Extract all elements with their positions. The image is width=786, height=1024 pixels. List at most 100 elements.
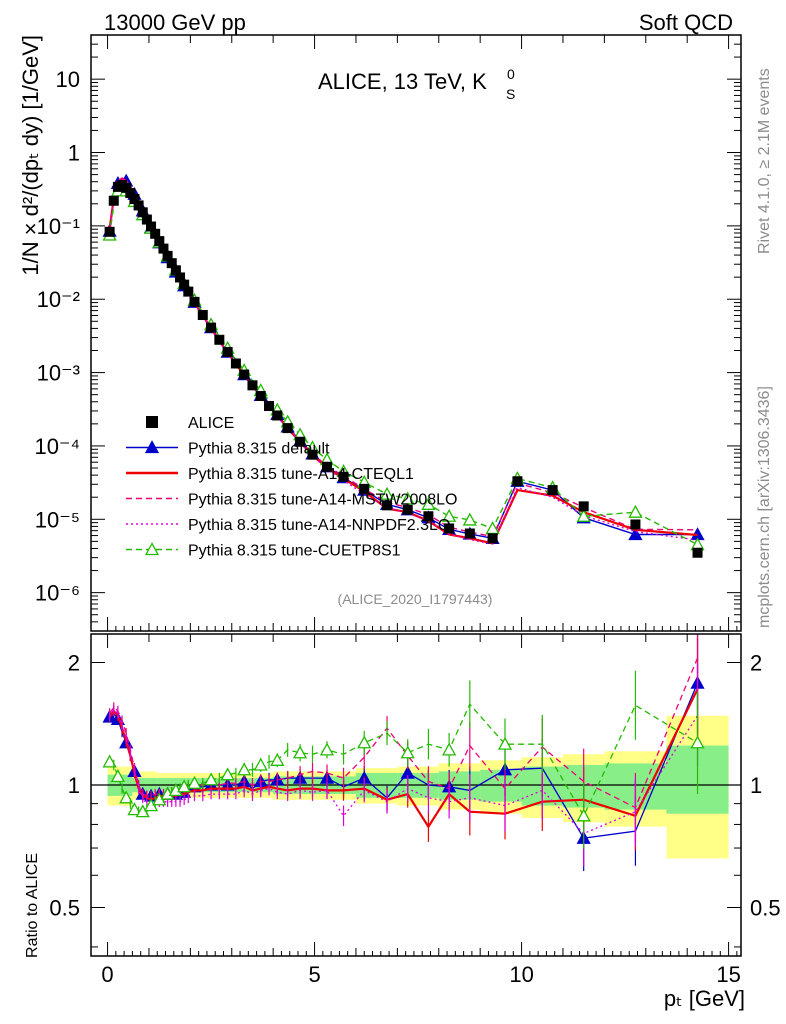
ratio-series-pythia-8-315-tune-a14-nnpdf2-3lo (109, 664, 699, 867)
main-line (108, 177, 698, 545)
ratio-marker (187, 775, 202, 789)
ratio-marker (203, 772, 219, 786)
ratio-series (102, 634, 705, 872)
y-tick-label: 10 (56, 67, 80, 92)
y-label-main: 1/N × d²/(dpₜ dy) [1/GeV] (18, 35, 43, 276)
mcplots-label: mcplots.cern.ch [arXiv:1306.3436] (756, 386, 773, 628)
ratio-marker (110, 769, 126, 783)
alice-point (108, 195, 119, 206)
alice-point (197, 309, 208, 320)
alice-point (547, 485, 558, 496)
ratio-y-tick-label-right: 1 (750, 773, 762, 798)
alice-point (692, 547, 703, 558)
legend-item: ALICE (146, 415, 234, 432)
main-marker (421, 496, 436, 510)
legend-label: Pythia 8.315 default (188, 441, 330, 458)
alice-point (179, 279, 190, 290)
legend-square (146, 416, 158, 428)
ratio-y-tick-label: 1 (68, 773, 80, 798)
ratio-marker (102, 754, 117, 768)
main-marker (442, 508, 457, 522)
alice-point (162, 250, 173, 261)
alice-point (307, 449, 318, 460)
main-marker (400, 491, 415, 505)
x-tick-label: 15 (716, 962, 740, 987)
main-series-pythia-8-315-tune-a14-cteql1 (108, 177, 698, 545)
ratio-y-tick-label: 0.5 (49, 895, 80, 920)
main-series-pythia-8-315-tune-a14-nnpdf2-3lo (108, 177, 698, 545)
alice-point (295, 436, 306, 447)
ratio-y-tick-label-right: 0.5 (750, 895, 781, 920)
alice-point (214, 334, 225, 345)
alice-point (146, 221, 157, 232)
x-tick-label: 10 (509, 962, 533, 987)
ratio-marker (253, 757, 268, 771)
alice-point (125, 188, 136, 199)
legend-item: Pythia 8.315 default (126, 440, 330, 458)
alice-point (282, 423, 293, 434)
alice-point (264, 401, 275, 412)
main-marker (462, 512, 477, 526)
ratio-y-tick-label-right: 2 (750, 651, 762, 676)
ratio-y-tick-label: 2 (68, 651, 80, 676)
ratio-marker (237, 762, 252, 776)
alice-point (255, 390, 266, 401)
ratio-marker (119, 790, 134, 804)
alice-point (137, 207, 148, 218)
alice-point (512, 476, 523, 487)
ratio-marker (220, 767, 235, 781)
main-marker (576, 508, 591, 522)
alice-point (104, 226, 115, 237)
x-tick-label: 0 (101, 962, 113, 987)
alice-point (402, 504, 413, 515)
alice-point (141, 214, 152, 225)
legend-label: Pythia 8.315 tune-A14-NNPDF2.3LO (188, 517, 450, 534)
alice-point (222, 346, 233, 357)
ratio-marker (127, 802, 142, 816)
chart-title-text: ALICE, 13 TeV, K (318, 69, 487, 94)
alice-point (272, 410, 283, 421)
alice-point (121, 182, 132, 193)
axis-ticks: 0 5 10 15 10 1 10⁻¹ 10⁻² 10⁻³ 10⁻⁴ 10⁻⁵ 10⁻⁶ 2 2 1 1 0.5… (34, 34, 781, 987)
ratio-marker (442, 742, 457, 756)
y-tick-label: 10⁻⁵ (35, 507, 80, 532)
legend-item: Pythia 8.315 tune-A14-NNPDF2.3LO (126, 517, 450, 534)
legend-item: Pythia 8.315 tune-CUETP8S1 (126, 542, 401, 560)
legend-label: Pythia 8.315 tune-A14-MSTW2008LO (188, 492, 457, 509)
alice-point (444, 523, 455, 534)
alice-point (158, 243, 169, 254)
main-marker (379, 486, 395, 500)
main-series-pythia-8-315-default (102, 173, 705, 544)
main-series-alice (104, 180, 703, 558)
alice-point (183, 286, 194, 297)
analysis-tag: (ALICE_2020_I1797443) (338, 591, 493, 607)
main-marker (628, 504, 643, 518)
ratio-marker (270, 752, 285, 766)
alice-point (189, 296, 200, 307)
alice-point (239, 369, 250, 380)
header-right: Soft QCD (639, 10, 733, 35)
y-tick-label: 10⁻⁴ (34, 434, 80, 459)
header-left: 13000 GeV pp (104, 10, 246, 35)
main-series (102, 173, 705, 558)
y-tick-label: 10⁻² (37, 287, 80, 312)
alice-point (129, 194, 140, 205)
x-tick-label: 5 (308, 962, 320, 987)
legend-item: Pythia 8.315 tune-A14-MSTW2008LO (126, 492, 457, 509)
alice-point (150, 228, 161, 239)
alice-point (359, 483, 370, 494)
legend-label: ALICE (188, 415, 234, 432)
chart-title: ALICE, 13 TeV, K 0 S (318, 66, 515, 102)
alice-point (338, 471, 349, 482)
alice-point (630, 519, 641, 530)
y-tick-label: 10⁻³ (37, 361, 80, 386)
main-line (108, 178, 698, 540)
alice-point (578, 501, 589, 512)
legend-item: Pythia 8.315 tune-A14-CTEQL1 (126, 466, 414, 483)
legend-marker (144, 542, 160, 556)
alice-point (133, 200, 144, 211)
ratio-marker (690, 735, 705, 749)
alice-point (170, 265, 181, 276)
main-frame (90, 34, 742, 632)
